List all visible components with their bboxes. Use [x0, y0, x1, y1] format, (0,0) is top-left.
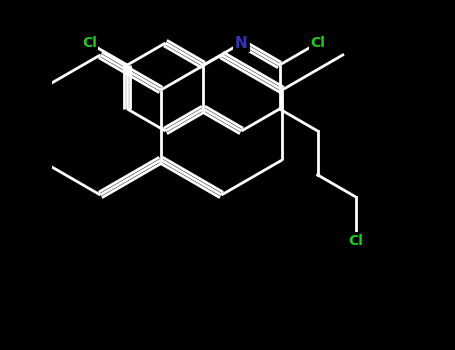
Text: N: N [235, 36, 248, 50]
Text: Cl: Cl [348, 234, 363, 248]
Text: Cl: Cl [310, 36, 325, 50]
Text: Cl: Cl [82, 36, 96, 50]
